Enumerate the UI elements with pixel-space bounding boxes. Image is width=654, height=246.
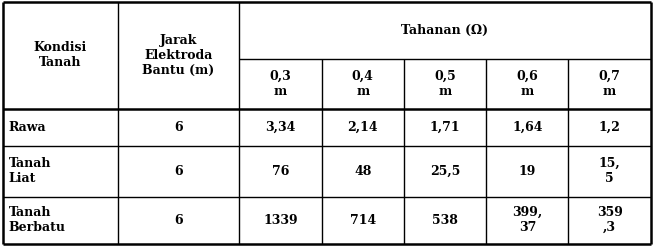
Text: 1,64: 1,64 [512,121,543,134]
Text: 1,71: 1,71 [430,121,460,134]
Text: Tanah
Liat: Tanah Liat [9,157,51,185]
Text: Tahanan (Ω): Tahanan (Ω) [402,24,489,37]
Text: 714: 714 [350,214,376,227]
Text: 0,4
m: 0,4 m [352,70,373,98]
Text: 6: 6 [174,165,183,178]
Text: 0,3
m: 0,3 m [269,70,292,98]
Text: 0,5
m: 0,5 m [434,70,456,98]
Text: Kondisi
Tanah: Kondisi Tanah [34,42,87,70]
Text: 3,34: 3,34 [266,121,296,134]
Text: 48: 48 [354,165,371,178]
Text: 1339: 1339 [263,214,298,227]
Text: 25,5: 25,5 [430,165,460,178]
Text: 6: 6 [174,214,183,227]
Text: 0,6
m: 0,6 m [517,70,538,98]
Text: Rawa: Rawa [9,121,46,134]
Text: 538: 538 [432,214,458,227]
Text: 0,7
m: 0,7 m [598,70,621,98]
Text: 19: 19 [519,165,536,178]
Text: 399,
37: 399, 37 [512,206,542,234]
Text: 1,2: 1,2 [598,121,621,134]
Text: 359
,3: 359 ,3 [596,206,623,234]
Text: 6: 6 [174,121,183,134]
Text: Tanah
Berbatu: Tanah Berbatu [9,206,65,234]
Text: Jarak
Elektroda
Bantu (m): Jarak Elektroda Bantu (m) [143,34,215,77]
Text: 15,
5: 15, 5 [598,157,621,185]
Text: 76: 76 [272,165,289,178]
Text: 2,14: 2,14 [347,121,378,134]
